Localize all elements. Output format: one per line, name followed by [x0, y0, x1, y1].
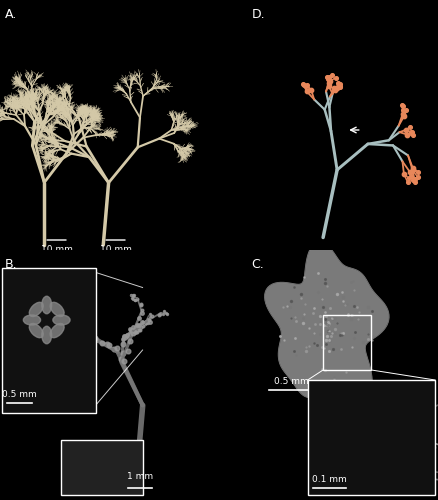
Ellipse shape: [50, 302, 64, 316]
Text: D.: D.: [251, 8, 265, 20]
Text: 0.5 mm: 0.5 mm: [273, 377, 308, 386]
Ellipse shape: [53, 315, 70, 325]
Ellipse shape: [23, 315, 40, 325]
Text: C.: C.: [251, 258, 264, 270]
Text: 0.5 mm: 0.5 mm: [2, 390, 37, 399]
Bar: [3, 268, 95, 412]
Text: A.: A.: [5, 8, 17, 20]
Text: 1 mm: 1 mm: [127, 472, 153, 481]
Text: 10 mm: 10 mm: [99, 245, 131, 254]
Bar: [61, 440, 142, 495]
Text: B.: B.: [5, 258, 18, 270]
Polygon shape: [264, 242, 388, 398]
Ellipse shape: [42, 296, 52, 314]
Bar: [307, 380, 434, 495]
Ellipse shape: [42, 326, 52, 344]
Bar: [322, 315, 371, 370]
Text: 0.1 mm: 0.1 mm: [312, 475, 346, 484]
Ellipse shape: [50, 324, 64, 338]
Ellipse shape: [29, 324, 43, 338]
Ellipse shape: [29, 302, 43, 316]
Text: 10 mm: 10 mm: [40, 245, 72, 254]
